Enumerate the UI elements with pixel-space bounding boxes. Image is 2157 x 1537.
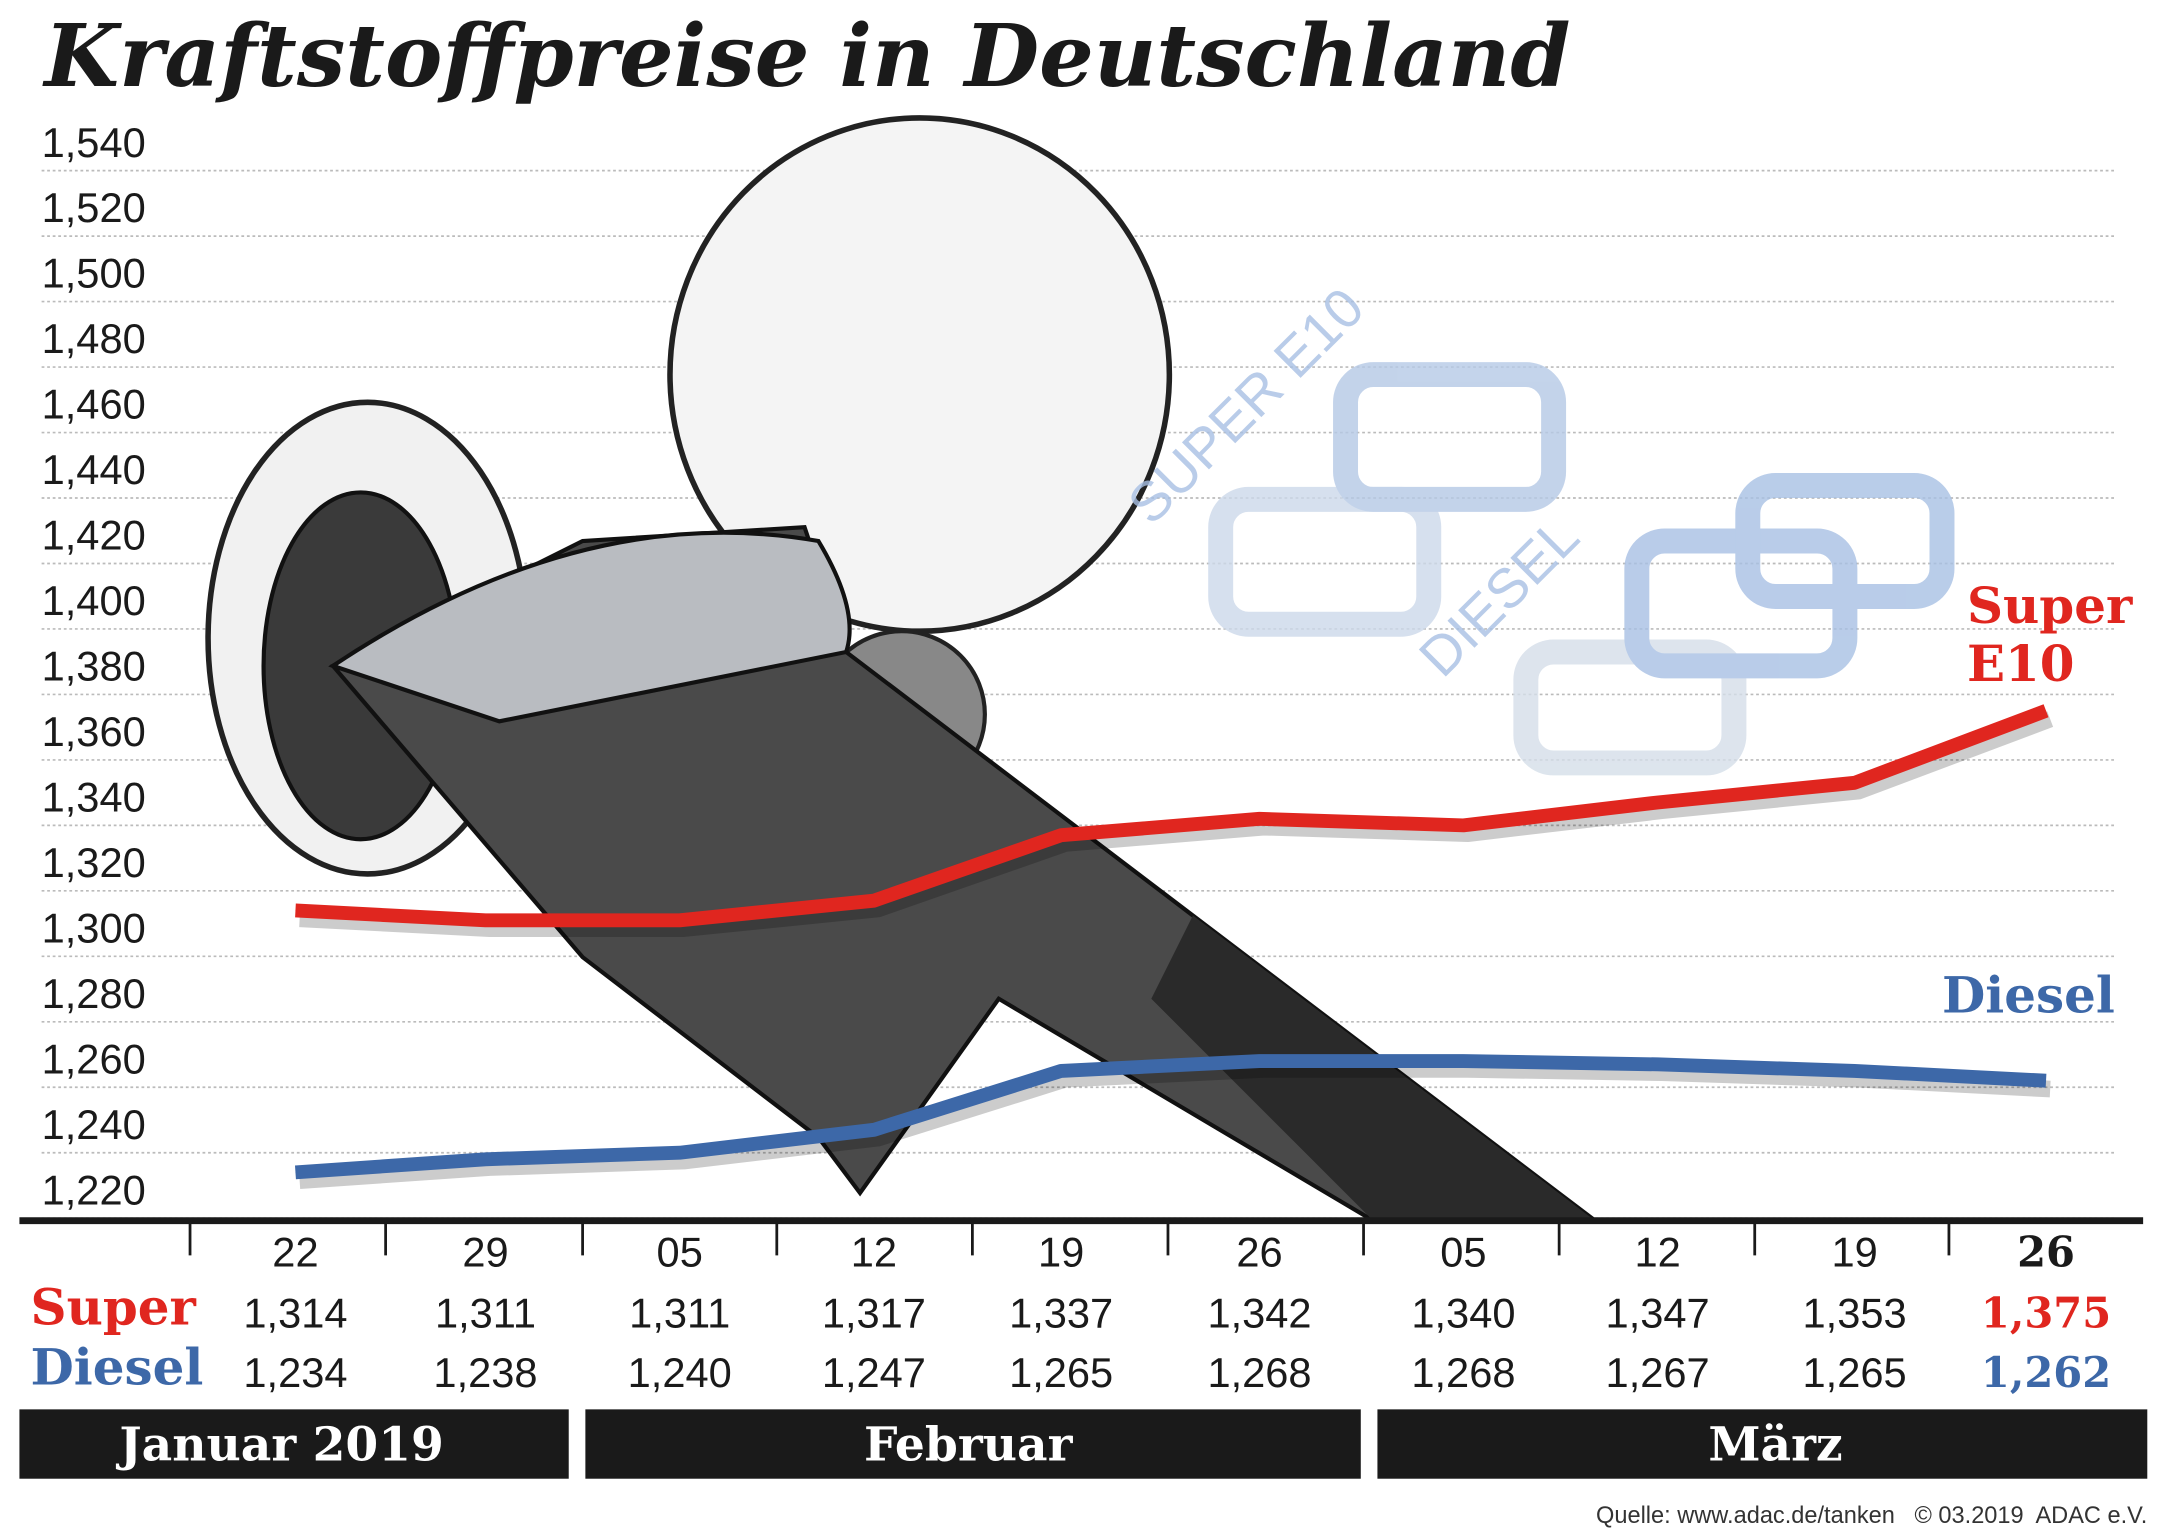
row-label-diesel: Diesel — [31, 1337, 204, 1396]
y-tick-label: 1,500 — [42, 250, 146, 297]
y-axis-labels: 1,540 1,520 1,500 1,480 1,460 1,440 1,420 1,400… — [42, 119, 146, 1214]
row-label-super: Super — [31, 1278, 197, 1337]
x-tick-label: 26 — [1236, 1228, 1282, 1275]
data-label-diesel: 1,267 — [1606, 1349, 1710, 1396]
x-tick-label: 29 — [462, 1228, 508, 1275]
data-label-super: 1,342 — [1207, 1290, 1311, 1337]
x-tick-label: 05 — [1440, 1228, 1486, 1275]
month-label-februar: Februar — [864, 1418, 1074, 1473]
data-label-super: 1,317 — [822, 1290, 926, 1337]
data-label-super: 1,337 — [1009, 1290, 1113, 1337]
y-tick-label: 1,480 — [42, 315, 146, 362]
y-tick-label: 1,260 — [42, 1035, 146, 1082]
super-line-label: Super — [1967, 576, 2133, 635]
y-tick-label: 1,300 — [42, 904, 146, 951]
series-shadow — [299, 1061, 2051, 1190]
x-tick-label: 05 — [657, 1228, 703, 1275]
month-bars: Januar 2019 Februar März — [19, 1409, 2148, 1479]
x-tick-label: 12 — [851, 1228, 897, 1275]
y-tick-label: 1,360 — [42, 708, 146, 755]
x-tick-label: 19 — [1831, 1228, 1877, 1275]
data-label-super: 1,353 — [1803, 1290, 1907, 1337]
x-tick-label: 19 — [1038, 1228, 1084, 1275]
y-tick-label: 1,420 — [42, 512, 146, 559]
y-tick-label: 1,440 — [42, 446, 146, 493]
x-axis-ticks — [188, 1220, 1951, 1256]
y-tick-label: 1,240 — [42, 1101, 146, 1148]
data-label-super: 1,311 — [435, 1290, 536, 1337]
y-tick-label: 1,520 — [42, 184, 146, 231]
chart-title: Kraftstoffpreise in Deutschland — [41, 6, 1570, 107]
data-label-diesel: 1,268 — [1411, 1349, 1515, 1396]
source-credit: Quelle: www.adac.de/tanken © 03.2019 ADA… — [1596, 1502, 2147, 1528]
series-line-super — [295, 704, 2049, 928]
super-line-label-e10: E10 — [1967, 634, 2075, 693]
y-tick-label: 1,280 — [42, 970, 146, 1017]
month-bar-februar — [585, 1409, 1361, 1479]
price-table: 22 1,314 1,234 29 1,311 1,238 05 1,311 1,240 12 1,… — [243, 1227, 2111, 1397]
data-label-super: 1,314 — [243, 1290, 347, 1337]
data-label-diesel: 1,268 — [1207, 1349, 1311, 1396]
y-tick-label: 1,400 — [42, 577, 146, 624]
data-label-diesel: 1,247 — [822, 1349, 926, 1396]
diesel-line-label: Diesel — [1942, 966, 2115, 1025]
series-lines — [294, 704, 2054, 1190]
month-bar-maerz — [1377, 1409, 2148, 1479]
month-label-januar: Januar 2019 — [115, 1418, 444, 1473]
data-label-diesel: 1,262 — [1981, 1348, 2111, 1397]
y-tick-label: 1,340 — [42, 774, 146, 821]
data-label-super: 1,340 — [1411, 1290, 1515, 1337]
y-tick-label: 1,460 — [42, 381, 146, 428]
data-label-diesel: 1,234 — [243, 1349, 347, 1396]
price-display-decoration: SUPER E10 DIESEL — [1116, 276, 1955, 776]
y-tick-label: 1,380 — [42, 643, 146, 690]
x-tick-label: 26 — [2017, 1227, 2075, 1276]
y-tick-label: 1,220 — [42, 1166, 146, 1213]
data-label-super: 1,311 — [629, 1290, 730, 1337]
y-tick-label: 1,540 — [42, 119, 146, 166]
series-shadow — [299, 711, 2054, 937]
data-label-super: 1,347 — [1606, 1290, 1710, 1337]
x-tick-label: 22 — [272, 1228, 318, 1275]
y-tick-label: 1,320 — [42, 839, 146, 886]
data-label-diesel: 1,238 — [433, 1349, 537, 1396]
series-line-diesel — [294, 1054, 2047, 1180]
month-bar-januar — [19, 1409, 569, 1479]
x-tick-label: 12 — [1634, 1228, 1680, 1275]
data-label-diesel: 1,265 — [1803, 1349, 1907, 1396]
data-label-diesel: 1,240 — [628, 1349, 732, 1396]
data-label-diesel: 1,265 — [1009, 1349, 1113, 1396]
data-label-super: 1,375 — [1981, 1289, 2111, 1338]
month-label-maerz: März — [1708, 1418, 1842, 1473]
